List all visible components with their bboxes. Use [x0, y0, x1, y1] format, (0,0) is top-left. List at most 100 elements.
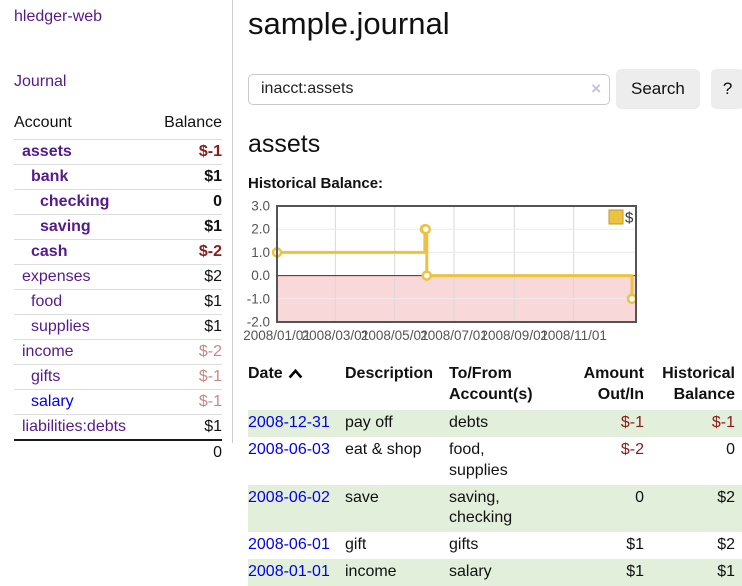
- accounts-header-row: Account Balance: [14, 111, 222, 140]
- account-heading: assets: [248, 130, 321, 158]
- transaction-date-link[interactable]: 2008-06-03: [248, 441, 330, 459]
- transaction-amount: $-2: [620, 441, 644, 459]
- transaction-balance: $2: [644, 484, 742, 533]
- transaction-accounts: debts: [449, 410, 567, 438]
- transaction-date-link[interactable]: 2008-06-01: [248, 536, 330, 554]
- register-row: 2008-06-01 gift gifts $1 $2: [248, 532, 742, 559]
- register-header-account: To/From Account(s): [449, 365, 533, 404]
- register-row: 2008-06-03 eat & shop food, supplies $-2…: [248, 437, 742, 485]
- x-tick-label: 2008/01/01: [244, 328, 311, 343]
- transaction-balance: $-1: [644, 410, 742, 438]
- clear-search-icon[interactable]: ×: [591, 78, 601, 98]
- y-tick-label: 2.0: [251, 222, 270, 237]
- transaction-accounts: saving, checking: [449, 484, 567, 533]
- transaction-date-link[interactable]: 2008-06-02: [248, 488, 330, 506]
- account-link-liabilities-debts[interactable]: liabilities:debts: [22, 418, 127, 435]
- account-row-expenses: expenses $2: [14, 264, 222, 290]
- account-balance: $1: [151, 314, 222, 340]
- account-balance: $-1: [151, 364, 222, 390]
- account-row-assets: assets $-1: [14, 139, 222, 165]
- transaction-description: gift: [345, 536, 367, 554]
- transaction-date-link[interactable]: 2008-01-01: [248, 563, 330, 580]
- transaction-date-link[interactable]: 2008-12-31: [248, 414, 330, 432]
- account-balance: $-1: [151, 139, 222, 165]
- register-header-amount: Amount Out/In: [583, 365, 644, 404]
- search-input[interactable]: [248, 73, 610, 105]
- account-link-expenses[interactable]: expenses: [22, 268, 91, 285]
- legend-swatch: [608, 209, 624, 225]
- register-header-balance: Historical Balance: [662, 365, 735, 404]
- account-balance: $1: [151, 214, 222, 240]
- y-tick-label: -2.0: [247, 315, 270, 330]
- account-balance: $-2: [151, 339, 222, 365]
- accounts-header-account: Account: [14, 114, 72, 131]
- x-tick-label: 2008/11/01: [540, 328, 607, 343]
- y-tick-label: 0.0: [251, 268, 270, 283]
- transaction-amount: $1: [626, 536, 644, 554]
- accounts-header-balance: Balance: [164, 114, 222, 131]
- accounts-total-row: 0: [14, 439, 222, 465]
- account-link-bank[interactable]: bank: [31, 168, 69, 185]
- register-row: 2008-06-02 save saving, checking 0 $2: [248, 484, 742, 533]
- account-link-supplies[interactable]: supplies: [31, 318, 90, 335]
- y-tick-label: -1.0: [247, 291, 270, 306]
- transaction-accounts: gifts: [449, 536, 479, 554]
- sidebar-divider: [232, 0, 233, 443]
- x-tick-label: 2008/05/01: [361, 328, 429, 343]
- transaction-description: income: [345, 559, 449, 586]
- account-row-cash: cash $-2: [14, 239, 222, 265]
- transaction-amount: $1: [567, 559, 644, 586]
- accounts-total-value: 0: [151, 439, 222, 465]
- transaction-description: eat & shop: [345, 441, 422, 459]
- transaction-balance: $2: [717, 536, 735, 554]
- x-tick-label: 2008/07/01: [420, 328, 488, 343]
- app-title-link[interactable]: hledger-web: [14, 8, 103, 25]
- transaction-amount: $-1: [567, 410, 644, 438]
- account-link-income[interactable]: income: [22, 343, 74, 360]
- sidebar-item-journal[interactable]: Journal: [14, 73, 67, 90]
- x-tick-label: 2008/03/01: [302, 328, 370, 343]
- page-title: sample.journal: [248, 6, 450, 41]
- account-row-supplies: supplies $1: [14, 314, 222, 340]
- search-button[interactable]: Search: [616, 69, 700, 109]
- account-row-gifts: gifts $-1: [14, 364, 222, 390]
- account-link-assets[interactable]: assets: [22, 143, 72, 160]
- transaction-balance: $1: [644, 559, 742, 586]
- y-tick-label: 1.0: [251, 245, 270, 260]
- transaction-balance: 0: [726, 441, 735, 459]
- register-header-description: Description: [345, 365, 434, 382]
- account-balance: $-2: [151, 239, 222, 265]
- main-content: sample.journal × Search ? assets Histori…: [244, 0, 742, 586]
- account-link-checking[interactable]: checking: [40, 193, 110, 210]
- legend-label: $: [625, 210, 634, 227]
- help-button[interactable]: ?: [710, 69, 742, 109]
- account-row-checking: checking 0: [14, 189, 222, 215]
- account-link-food[interactable]: food: [31, 293, 63, 310]
- historical-balance-chart: $3.0 2.0 1.0 0.0 -1.0 -2.02008/01/012008/03/0…: [244, 199, 638, 343]
- account-link-saving[interactable]: saving: [40, 218, 91, 235]
- search-bar: × Search ?: [248, 69, 742, 109]
- account-link-salary[interactable]: salary: [31, 393, 74, 410]
- account-row-income: income $-2: [14, 339, 222, 365]
- transaction-accounts: food, supplies: [449, 441, 508, 479]
- sidebar: hledger-web Journal Account Balance asse…: [0, 0, 232, 465]
- register-table: Date Description To/From Account(s) Amou…: [248, 361, 742, 586]
- search-box: ×: [248, 73, 610, 105]
- account-link-gifts[interactable]: gifts: [31, 368, 61, 385]
- accounts-table: Account Balance assets $-1 bank $1 check…: [14, 111, 222, 465]
- register-row: 2008-12-31 pay off debts $-1 $-1: [248, 410, 742, 438]
- account-row-liabilities-debts: liabilities:debts $1: [14, 414, 222, 440]
- transaction-accounts: salary: [449, 559, 567, 586]
- account-balance: $2: [151, 264, 222, 290]
- account-row-bank: bank $1: [14, 164, 222, 190]
- transaction-description: save: [345, 484, 449, 533]
- account-balance: 0: [151, 189, 222, 215]
- account-link-cash[interactable]: cash: [31, 243, 68, 260]
- transaction-amount: 0: [567, 484, 644, 533]
- register-header-date: Date: [248, 361, 345, 410]
- account-row-food: food $1: [14, 289, 222, 315]
- sort-ascending-icon: [288, 368, 303, 379]
- account-balance: $1: [151, 164, 222, 190]
- register-row: 2008-01-01 income salary $1 $1: [248, 559, 742, 586]
